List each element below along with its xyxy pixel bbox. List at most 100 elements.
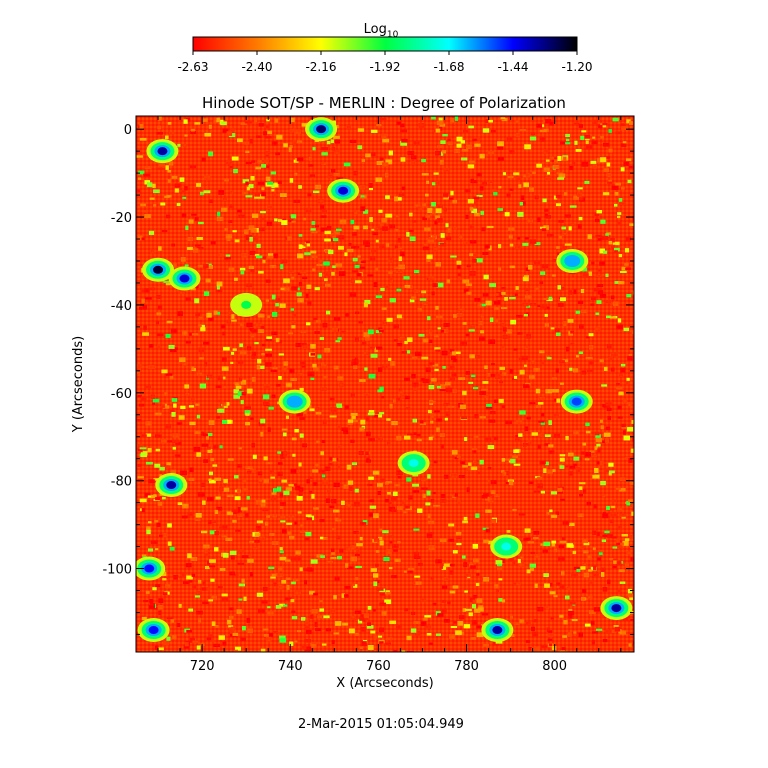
speckle bbox=[435, 215, 441, 219]
speckle bbox=[525, 640, 531, 643]
speckle bbox=[630, 618, 634, 621]
speckle bbox=[202, 581, 206, 586]
speckle bbox=[165, 333, 171, 338]
speckle bbox=[347, 566, 354, 570]
speckle bbox=[421, 163, 426, 166]
speckle bbox=[404, 570, 410, 573]
x-tick-label: 720 bbox=[190, 659, 215, 674]
speckle bbox=[278, 584, 283, 590]
speckle bbox=[566, 586, 571, 591]
speckle bbox=[228, 615, 234, 620]
speckle bbox=[208, 599, 214, 602]
speckle bbox=[540, 226, 546, 229]
speckle bbox=[367, 483, 373, 486]
speckle bbox=[179, 177, 185, 182]
speckle bbox=[216, 117, 221, 123]
speckle bbox=[290, 308, 295, 311]
speckle bbox=[588, 360, 594, 365]
speckle bbox=[562, 520, 570, 526]
speckle bbox=[280, 520, 286, 523]
speckle bbox=[545, 159, 550, 162]
speckle bbox=[442, 134, 448, 137]
speckle bbox=[534, 242, 541, 246]
speckle bbox=[385, 549, 392, 555]
speckle bbox=[456, 313, 463, 317]
speckle bbox=[420, 598, 427, 602]
speckle bbox=[166, 636, 171, 641]
speckle bbox=[406, 407, 411, 410]
speckle bbox=[524, 144, 532, 150]
speckle bbox=[141, 396, 147, 401]
speckle bbox=[210, 578, 215, 582]
speckle bbox=[441, 350, 448, 356]
speckle bbox=[497, 208, 504, 211]
speckle bbox=[448, 523, 455, 527]
speckle bbox=[613, 625, 619, 628]
speckle bbox=[372, 609, 376, 612]
speckle bbox=[495, 293, 500, 296]
speckle bbox=[250, 572, 254, 577]
speckle bbox=[485, 528, 491, 533]
speckle bbox=[544, 322, 549, 328]
speckle bbox=[237, 391, 244, 396]
speckle bbox=[266, 130, 273, 135]
speckle bbox=[620, 123, 625, 128]
speckle bbox=[480, 330, 485, 334]
speckle bbox=[372, 470, 380, 475]
speckle bbox=[322, 322, 328, 328]
speckle bbox=[178, 603, 182, 608]
speckle bbox=[624, 262, 629, 266]
speckle bbox=[227, 158, 233, 164]
speckle bbox=[381, 307, 387, 310]
speckle bbox=[320, 555, 325, 558]
speckle bbox=[360, 614, 364, 620]
speckle bbox=[517, 236, 521, 240]
speckle bbox=[267, 606, 271, 609]
speckle bbox=[265, 339, 273, 342]
speckle bbox=[621, 423, 626, 428]
speckle bbox=[331, 548, 335, 553]
speckle bbox=[169, 546, 175, 551]
speckle bbox=[404, 340, 408, 345]
speckle bbox=[175, 454, 181, 458]
speckle bbox=[357, 619, 363, 624]
speckle bbox=[541, 228, 547, 232]
speckle bbox=[196, 610, 203, 615]
speckle bbox=[518, 513, 526, 516]
speckle bbox=[187, 236, 194, 242]
speckle bbox=[200, 482, 206, 487]
speckle bbox=[230, 190, 234, 194]
speckle bbox=[535, 388, 541, 394]
speckle bbox=[192, 248, 199, 253]
speckle bbox=[169, 347, 177, 353]
speckle bbox=[257, 313, 265, 318]
speckle bbox=[240, 122, 247, 125]
speckle bbox=[569, 367, 573, 371]
speckle bbox=[222, 197, 227, 202]
speckle bbox=[211, 595, 218, 601]
speckle bbox=[325, 283, 331, 288]
speckle bbox=[577, 187, 583, 190]
speckle bbox=[508, 227, 515, 231]
speckle bbox=[587, 234, 593, 240]
speckle bbox=[183, 119, 188, 124]
speckle bbox=[299, 387, 304, 391]
speckle bbox=[556, 172, 564, 175]
speckle bbox=[506, 530, 511, 533]
speckle bbox=[472, 138, 478, 142]
speckle bbox=[628, 402, 632, 407]
speckle bbox=[220, 121, 227, 126]
speckle bbox=[484, 394, 489, 398]
speckle bbox=[554, 157, 559, 160]
speckle bbox=[176, 202, 181, 206]
speckle bbox=[157, 305, 163, 310]
speckle bbox=[423, 301, 429, 306]
speckle bbox=[478, 605, 484, 608]
speckle bbox=[514, 293, 518, 296]
speckle bbox=[581, 161, 589, 167]
speckle bbox=[230, 128, 235, 132]
speckle bbox=[544, 208, 549, 212]
speckle bbox=[262, 343, 266, 347]
speckle bbox=[179, 289, 185, 294]
speckle bbox=[384, 498, 390, 503]
